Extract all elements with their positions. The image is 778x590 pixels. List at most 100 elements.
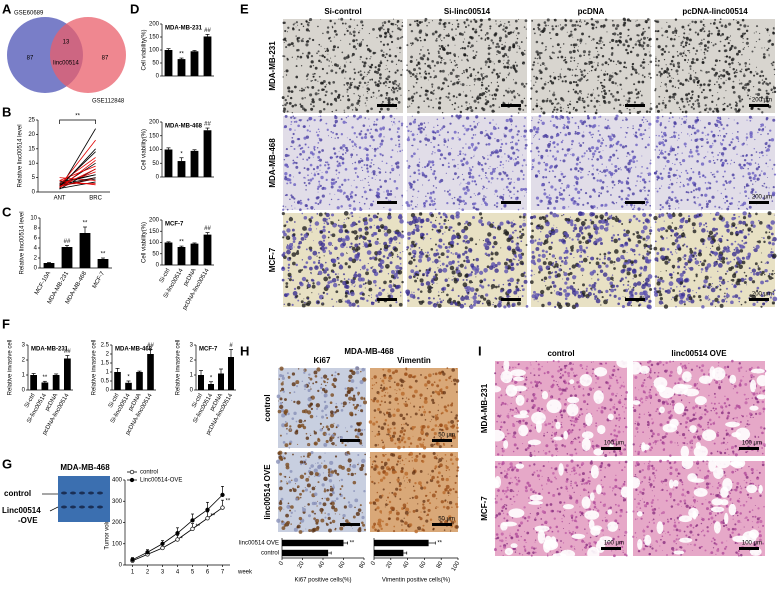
- image-cell: [659, 123, 662, 127]
- image-cell: [481, 302, 484, 305]
- image-cell: [699, 111, 702, 113]
- image-cell: [682, 36, 685, 38]
- image-cell: [663, 59, 666, 61]
- image-cell: [451, 28, 454, 31]
- image-cell: [372, 232, 377, 236]
- image-cell: [604, 18, 608, 22]
- y-tick-label: 100: [149, 240, 160, 246]
- image-cell: [306, 158, 309, 161]
- image-cell: [754, 138, 756, 141]
- image-cell: [655, 60, 657, 62]
- image-cell: [459, 80, 461, 83]
- image-cell: [396, 25, 399, 27]
- image-cell: [325, 178, 328, 182]
- image-cell: [759, 89, 762, 92]
- image-cell: [643, 180, 647, 184]
- image-cell: [581, 155, 584, 158]
- image-cell: [332, 245, 333, 246]
- image-cell: [702, 174, 705, 176]
- image-cell: [718, 206, 721, 209]
- image-cell: [740, 34, 744, 38]
- image-cell: [369, 225, 373, 229]
- image-cell: [707, 141, 709, 143]
- image-cell: [571, 147, 573, 149]
- image-cell: [522, 109, 525, 111]
- image-cell: [464, 202, 468, 205]
- image-cell: [483, 195, 485, 197]
- image-cell: [379, 142, 383, 146]
- image-cell: [761, 47, 763, 49]
- image-cell: [410, 204, 413, 206]
- image-cell: [720, 78, 722, 80]
- image-cell: [765, 92, 768, 95]
- image-cell: [330, 198, 333, 201]
- image-cell: [358, 227, 363, 232]
- image-cell: [763, 172, 766, 176]
- image-cell: [598, 116, 600, 118]
- micrograph: [281, 210, 405, 308]
- image-cell: [678, 137, 680, 140]
- bar: [164, 50, 173, 76]
- image-cell: [660, 67, 663, 70]
- image-cell: [431, 20, 433, 22]
- image-cell: [743, 24, 747, 28]
- image-cell: [735, 135, 739, 139]
- image-cell: [710, 32, 713, 35]
- image-cell: [464, 23, 466, 25]
- image-cell: [321, 149, 324, 152]
- image-cell: [684, 44, 688, 47]
- image-cell: [293, 148, 296, 150]
- image-cell: [372, 172, 376, 176]
- image-cell: [709, 182, 712, 185]
- image-cell: [626, 51, 630, 55]
- scale-bar: [625, 201, 645, 204]
- image-cell: [368, 184, 370, 186]
- image-cell: [489, 94, 491, 96]
- x-axis-label: Ki67 positive cells(%): [294, 578, 351, 584]
- image-cell: [578, 89, 582, 93]
- image-cell: [441, 112, 444, 114]
- image-cell: [773, 68, 776, 71]
- image-cell: [383, 191, 385, 193]
- image-cell: [579, 25, 582, 28]
- image-cell: [658, 143, 661, 145]
- image-cell: [305, 177, 307, 179]
- image-cell: [420, 218, 425, 223]
- image-cell: [495, 20, 497, 22]
- bar: [203, 234, 212, 265]
- image-cell: [635, 143, 638, 147]
- image-cell: [469, 196, 472, 199]
- image-cell: [447, 34, 450, 37]
- image-cell: [675, 132, 677, 134]
- y-tick-label: 10: [30, 216, 37, 222]
- image-cell: [764, 47, 766, 49]
- image-cell: [368, 125, 371, 127]
- image-cell: [635, 24, 639, 28]
- image-cell: [417, 288, 420, 291]
- image-cell: [361, 292, 365, 296]
- image-cell: [727, 36, 729, 38]
- image-cell: [708, 30, 711, 33]
- image-cell: [510, 268, 513, 271]
- image-cell: [304, 87, 306, 89]
- image-cell: [406, 160, 409, 162]
- image-cell: [498, 172, 502, 176]
- y-axis-label: Relative linc00514 level: [20, 211, 26, 274]
- image-cell: [396, 37, 400, 41]
- image-cell: [738, 82, 741, 85]
- image-cell: [742, 41, 744, 43]
- image-cell: [430, 91, 433, 95]
- image-cell: [458, 208, 460, 210]
- image-cell: [595, 20, 599, 24]
- image-cell: [482, 170, 484, 172]
- image-cell: [487, 89, 491, 92]
- x-tick-label: 60: [338, 560, 347, 569]
- image-cell: [287, 90, 290, 92]
- image-cell: [722, 139, 725, 142]
- x-tick-label: 0: [370, 560, 377, 566]
- image-cell: [351, 246, 356, 251]
- image-cell: [323, 108, 326, 111]
- image-cell: [742, 38, 744, 40]
- image-cell: [473, 84, 475, 86]
